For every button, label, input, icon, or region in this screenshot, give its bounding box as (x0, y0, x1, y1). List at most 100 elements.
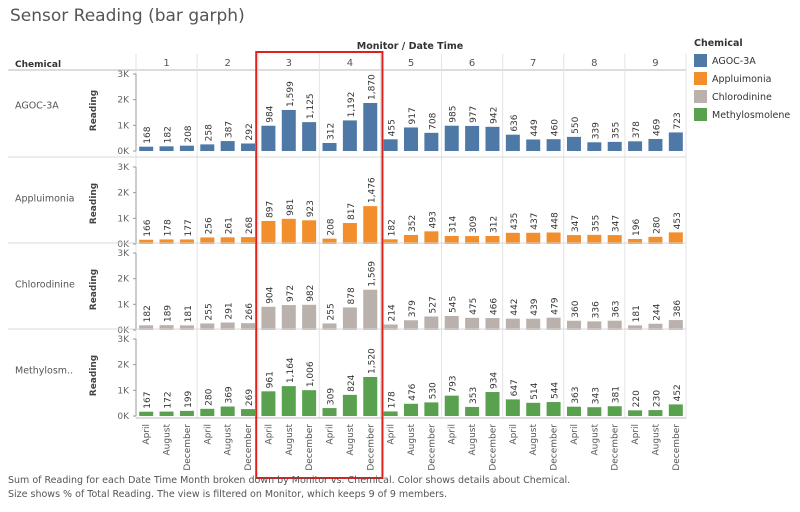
bar-agoc-3a-m8-august[interactable] (587, 142, 602, 151)
bar-appluimonia-m3-august[interactable] (281, 218, 296, 244)
bar-appluimonia-m4-december[interactable] (363, 206, 378, 244)
bar-methylosmolene-m9-december[interactable] (668, 404, 683, 416)
bar-agoc-3a-m6-december[interactable] (485, 126, 500, 151)
bar-agoc-3a-m2-april[interactable] (200, 144, 215, 151)
bar-appluimonia-m7-december[interactable] (546, 232, 561, 244)
bar-appluimonia-m8-april[interactable] (566, 235, 581, 244)
bar-methylosmolene-m7-august[interactable] (526, 402, 541, 416)
bar-agoc-3a-m5-august[interactable] (404, 127, 418, 151)
bar-chlorodinine-m8-april[interactable] (566, 320, 581, 330)
bar-agoc-3a-m4-december[interactable] (363, 103, 378, 151)
bar-agoc-3a-m6-august[interactable] (465, 125, 480, 151)
bar-chlorodinine-m5-august[interactable] (404, 320, 418, 330)
bar-agoc-3a-m2-august[interactable] (220, 141, 235, 151)
bar-methylosmolene-m9-august[interactable] (648, 410, 663, 416)
bar-methylosmolene-m6-august[interactable] (465, 406, 480, 416)
bar-chlorodinine-m5-april[interactable] (383, 324, 398, 330)
bar-appluimonia-m8-august[interactable] (587, 234, 602, 244)
bar-appluimonia-m5-august[interactable] (404, 234, 418, 244)
bar-chlorodinine-m6-december[interactable] (485, 318, 500, 330)
bar-appluimonia-m1-april[interactable] (139, 239, 154, 244)
bar-agoc-3a-m1-december[interactable] (179, 145, 194, 151)
bar-appluimonia-m6-august[interactable] (465, 236, 480, 244)
bar-agoc-3a-m1-april[interactable] (139, 146, 154, 151)
bar-methylosmolene-m2-december[interactable] (241, 409, 256, 416)
bar-chlorodinine-m2-december[interactable] (241, 323, 256, 330)
bar-agoc-3a-m4-april[interactable] (322, 142, 337, 151)
bar-appluimonia-m9-april[interactable] (628, 238, 643, 244)
bar-methylosmolene-m3-august[interactable] (281, 386, 296, 416)
bar-methylosmolene-m6-december[interactable] (485, 392, 500, 416)
bar-methylosmolene-m5-april[interactable] (383, 411, 398, 416)
bar-methylosmolene-m7-december[interactable] (546, 402, 561, 416)
bar-agoc-3a-m4-august[interactable] (342, 120, 357, 151)
bar-agoc-3a-m5-december[interactable] (424, 132, 439, 151)
bar-methylosmolene-m8-december[interactable] (607, 406, 622, 416)
bar-methylosmolene-m5-december[interactable] (424, 402, 439, 416)
bar-chlorodinine-m8-august[interactable] (587, 321, 602, 330)
bar-appluimonia-m5-december[interactable] (424, 231, 439, 244)
bar-agoc-3a-m8-december[interactable] (607, 141, 622, 151)
legend-swatch-chlorodinine[interactable] (694, 90, 707, 103)
bar-chlorodinine-m5-december[interactable] (424, 316, 439, 330)
legend-swatch-methylosmolene[interactable] (694, 108, 707, 121)
bar-methylosmolene-m6-april[interactable] (444, 395, 459, 416)
bar-methylosmolene-m2-august[interactable] (220, 406, 235, 416)
bar-chlorodinine-m9-august[interactable] (648, 323, 663, 330)
bar-agoc-3a-m9-december[interactable] (668, 132, 683, 151)
bar-appluimonia-m4-august[interactable] (342, 223, 357, 244)
bar-methylosmolene-m4-december[interactable] (363, 376, 378, 416)
bar-chlorodinine-m7-april[interactable] (505, 318, 520, 330)
bar-methylosmolene-m5-august[interactable] (404, 403, 418, 416)
bar-agoc-3a-m6-april[interactable] (444, 125, 459, 151)
bar-appluimonia-m7-april[interactable] (505, 232, 520, 244)
bar-chlorodinine-m7-august[interactable] (526, 318, 541, 330)
bar-appluimonia-m7-august[interactable] (526, 232, 541, 244)
bar-agoc-3a-m1-august[interactable] (159, 146, 174, 151)
bar-methylosmolene-m3-december[interactable] (302, 390, 317, 416)
bar-appluimonia-m4-april[interactable] (322, 238, 337, 244)
bar-chlorodinine-m1-august[interactable] (159, 325, 174, 330)
bar-methylosmolene-m7-april[interactable] (505, 399, 520, 416)
bar-chlorodinine-m8-december[interactable] (607, 320, 622, 330)
bar-methylosmolene-m9-april[interactable] (628, 410, 643, 416)
bar-appluimonia-m6-april[interactable] (444, 235, 459, 244)
bar-appluimonia-m8-december[interactable] (607, 235, 622, 244)
bar-chlorodinine-m7-december[interactable] (546, 317, 561, 330)
bar-agoc-3a-m3-december[interactable] (302, 122, 317, 151)
bar-appluimonia-m2-august[interactable] (220, 237, 235, 244)
bar-appluimonia-m3-april[interactable] (261, 220, 276, 244)
bar-appluimonia-m2-december[interactable] (241, 237, 256, 244)
bar-chlorodinine-m4-december[interactable] (363, 289, 378, 330)
bar-chlorodinine-m3-december[interactable] (302, 304, 317, 330)
bar-agoc-3a-m9-august[interactable] (648, 138, 663, 151)
bar-chlorodinine-m9-april[interactable] (628, 325, 643, 330)
bar-chlorodinine-m2-august[interactable] (220, 322, 235, 330)
bar-chlorodinine-m1-april[interactable] (139, 325, 154, 330)
bar-methylosmolene-m3-april[interactable] (261, 391, 276, 416)
bar-agoc-3a-m8-april[interactable] (566, 136, 581, 151)
bar-methylosmolene-m8-april[interactable] (566, 406, 581, 416)
bar-agoc-3a-m7-december[interactable] (546, 139, 561, 151)
bar-methylosmolene-m8-august[interactable] (587, 407, 602, 416)
bar-chlorodinine-m9-december[interactable] (668, 320, 683, 330)
bar-appluimonia-m3-december[interactable] (302, 220, 317, 244)
bar-methylosmolene-m1-april[interactable] (139, 411, 154, 416)
bar-appluimonia-m2-april[interactable] (200, 237, 215, 244)
bar-agoc-3a-m7-april[interactable] (505, 134, 520, 151)
bar-agoc-3a-m2-december[interactable] (241, 143, 256, 151)
bar-appluimonia-m6-december[interactable] (485, 235, 500, 244)
bar-agoc-3a-m9-april[interactable] (628, 141, 643, 151)
bar-appluimonia-m5-april[interactable] (383, 239, 398, 244)
bar-methylosmolene-m2-april[interactable] (200, 408, 215, 416)
bar-methylosmolene-m4-april[interactable] (322, 408, 337, 416)
bar-chlorodinine-m4-april[interactable] (322, 323, 337, 330)
bar-agoc-3a-m7-august[interactable] (526, 139, 541, 151)
bar-chlorodinine-m2-april[interactable] (200, 323, 215, 330)
bar-agoc-3a-m5-april[interactable] (383, 139, 398, 151)
bar-agoc-3a-m3-april[interactable] (261, 125, 276, 151)
bar-chlorodinine-m6-august[interactable] (465, 317, 480, 330)
legend-swatch-agoc-3a[interactable] (694, 54, 707, 67)
bar-appluimonia-m9-august[interactable] (648, 236, 663, 244)
bar-chlorodinine-m4-august[interactable] (342, 307, 357, 330)
